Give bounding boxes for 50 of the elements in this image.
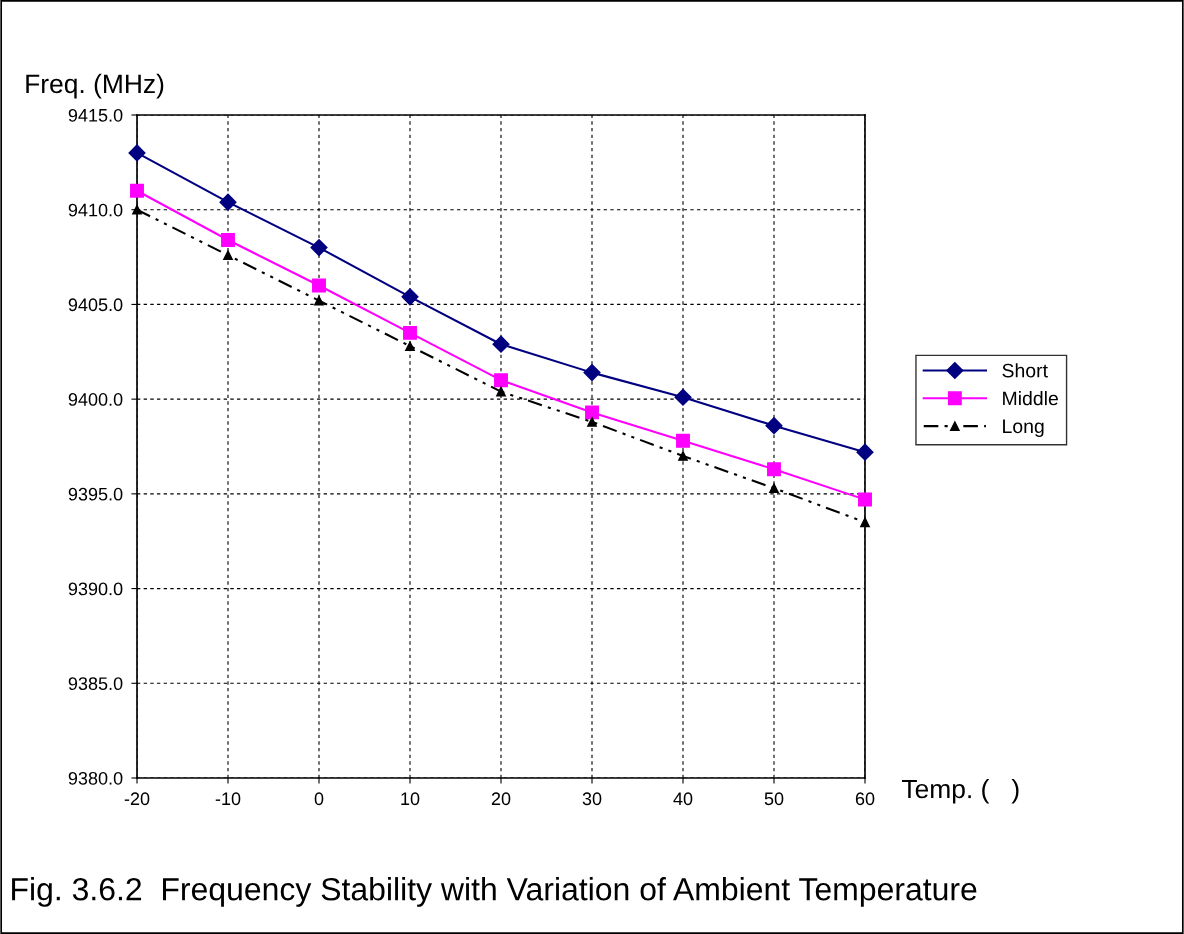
x-tick-label: 0 — [314, 792, 324, 806]
legend-label: Long — [1003, 419, 1044, 437]
point — [128, 144, 146, 162]
point — [769, 483, 779, 494]
point — [856, 443, 874, 461]
y-tick-label: 9405.0 — [68, 298, 123, 312]
legend-label: Short — [1002, 363, 1048, 378]
point — [405, 341, 415, 351]
point — [860, 517, 870, 528]
point — [219, 193, 237, 211]
point — [678, 451, 688, 461]
x-tick-label: 50 — [764, 792, 784, 806]
point — [858, 492, 872, 507]
x-axis-title: Temp. ( ) — [901, 778, 1019, 804]
x-tick-label: 60 — [855, 792, 875, 806]
point — [494, 373, 508, 388]
point — [587, 417, 597, 427]
y-tick-label: 9380.0 — [68, 771, 123, 785]
point — [223, 250, 233, 261]
point — [765, 417, 783, 435]
x-tick-label: 20 — [491, 792, 511, 806]
point — [583, 364, 601, 382]
y-tick-label: 9390.0 — [68, 582, 123, 596]
point — [221, 233, 235, 247]
y-tick-label: 9400.0 — [68, 393, 123, 406]
point — [130, 183, 144, 198]
text: Fig. 3.6.2 Frequency Stability with Variation of Ambient Temperature — [12, 877, 977, 907]
point — [496, 386, 506, 397]
legend-label: Middle — [1003, 391, 1058, 406]
point — [585, 405, 599, 420]
y-tick-label: 9395.0 — [68, 487, 123, 501]
y-tick-label: 9415.0 — [68, 108, 123, 122]
x-tick-label: -10 — [215, 792, 241, 806]
x-tick-label: 40 — [673, 792, 693, 806]
x-tick-label: 30 — [582, 792, 602, 806]
point — [314, 295, 324, 306]
point — [310, 239, 328, 257]
point — [401, 288, 419, 306]
point — [676, 433, 690, 448]
point — [492, 335, 510, 353]
x-tick-label: -20 — [124, 792, 150, 806]
point — [767, 462, 781, 477]
point — [312, 278, 326, 293]
point — [403, 325, 417, 340]
y-tick-label: 9385.0 — [68, 677, 123, 691]
y-axis-title: Freq. (MHz) — [26, 73, 164, 99]
y-tick-label: 9410.0 — [68, 203, 123, 217]
x-tick-label: 10 — [401, 792, 420, 806]
point — [132, 204, 142, 215]
point — [674, 388, 692, 406]
